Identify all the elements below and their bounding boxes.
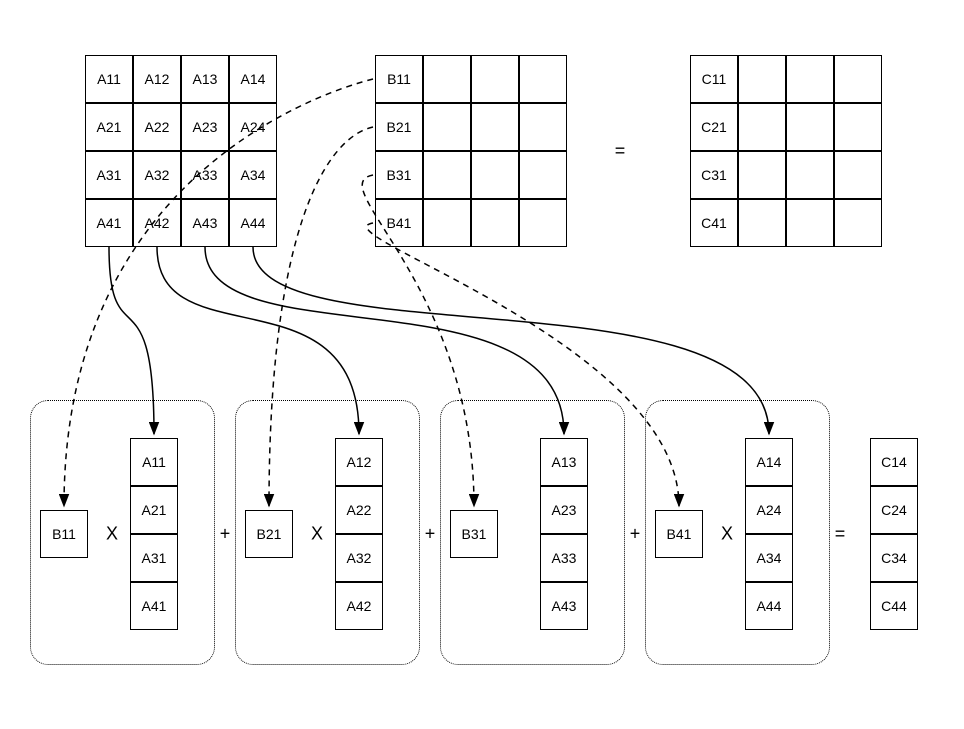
plus-op-2: + [630, 524, 641, 545]
plus-op-0: + [220, 524, 231, 545]
column-cell-0: A41 [130, 582, 178, 630]
column-cell-2: A43 [540, 582, 588, 630]
column-cell-2: A13 [540, 438, 588, 486]
matrix-b-cell [519, 199, 567, 247]
matrix-c-cell [786, 151, 834, 199]
column-cell-1: A42 [335, 582, 383, 630]
column-cell-2: A33 [540, 534, 588, 582]
matrix-c-cell: C21 [690, 103, 738, 151]
matrix-a-cell: A31 [85, 151, 133, 199]
matrix-c-cell [738, 55, 786, 103]
matrix-b-cell [471, 103, 519, 151]
matrix-b-cell [423, 199, 471, 247]
equals-top: = [615, 141, 626, 162]
column-cell-3: A44 [745, 582, 793, 630]
matrix-c-cell: C31 [690, 151, 738, 199]
matrix-c-cell [834, 103, 882, 151]
matrix-a-cell: A22 [133, 103, 181, 151]
matrix-b-cell: B21 [375, 103, 423, 151]
column-cell-0: A31 [130, 534, 178, 582]
column-cell-2: A23 [540, 486, 588, 534]
column-cell-3: A14 [745, 438, 793, 486]
matrix-a-cell: A41 [85, 199, 133, 247]
scalar-box-2: B31 [450, 510, 498, 558]
column-cell-3: A24 [745, 486, 793, 534]
matrix-a-cell: A32 [133, 151, 181, 199]
result-cell: C14 [870, 438, 918, 486]
mult-op-0: X [106, 524, 118, 545]
matrix-b-cell: B11 [375, 55, 423, 103]
matrix-b-cell [519, 103, 567, 151]
matrix-b-cell [519, 55, 567, 103]
matrix-a-cell: A24 [229, 103, 277, 151]
matrix-a-cell: A43 [181, 199, 229, 247]
matrix-a-cell: A12 [133, 55, 181, 103]
result-cell: C44 [870, 582, 918, 630]
matrix-a-cell: A23 [181, 103, 229, 151]
matrix-a-cell: A42 [133, 199, 181, 247]
matrix-c-cell: C11 [690, 55, 738, 103]
column-cell-1: A32 [335, 534, 383, 582]
matrix-c-cell [738, 103, 786, 151]
matrix-b-cell [423, 151, 471, 199]
matrix-b-cell [519, 151, 567, 199]
matrix-c-cell [834, 151, 882, 199]
result-cell: C34 [870, 534, 918, 582]
column-cell-3: A34 [745, 534, 793, 582]
matrix-b-cell [471, 55, 519, 103]
matrix-a-cell: A33 [181, 151, 229, 199]
scalar-box-3: B41 [655, 510, 703, 558]
matrix-c-cell: C41 [690, 199, 738, 247]
diagram-root: A11A12A13A14A21A22A23A24A31A32A33A34A41A… [0, 0, 964, 729]
matrix-b-cell [423, 103, 471, 151]
matrix-c-cell [738, 199, 786, 247]
mult-op-3: X [721, 524, 733, 545]
column-cell-0: A21 [130, 486, 178, 534]
mult-op-1: X [311, 524, 323, 545]
plus-op-1: + [425, 524, 436, 545]
scalar-box-0: B11 [40, 510, 88, 558]
matrix-b-cell: B31 [375, 151, 423, 199]
matrix-b-cell [423, 55, 471, 103]
matrix-b-cell: B41 [375, 199, 423, 247]
equals-bottom: = [835, 524, 846, 545]
matrix-a-cell: A34 [229, 151, 277, 199]
matrix-a-cell: A13 [181, 55, 229, 103]
result-cell: C24 [870, 486, 918, 534]
column-cell-1: A12 [335, 438, 383, 486]
matrix-a-cell: A14 [229, 55, 277, 103]
matrix-a-cell: A44 [229, 199, 277, 247]
column-cell-1: A22 [335, 486, 383, 534]
column-cell-0: A11 [130, 438, 178, 486]
scalar-box-1: B21 [245, 510, 293, 558]
matrix-a-cell: A21 [85, 103, 133, 151]
matrix-a-cell: A11 [85, 55, 133, 103]
matrix-c-cell [834, 199, 882, 247]
matrix-c-cell [786, 103, 834, 151]
matrix-c-cell [738, 151, 786, 199]
matrix-c-cell [786, 199, 834, 247]
matrix-b-cell [471, 151, 519, 199]
matrix-c-cell [786, 55, 834, 103]
matrix-b-cell [471, 199, 519, 247]
matrix-c-cell [834, 55, 882, 103]
